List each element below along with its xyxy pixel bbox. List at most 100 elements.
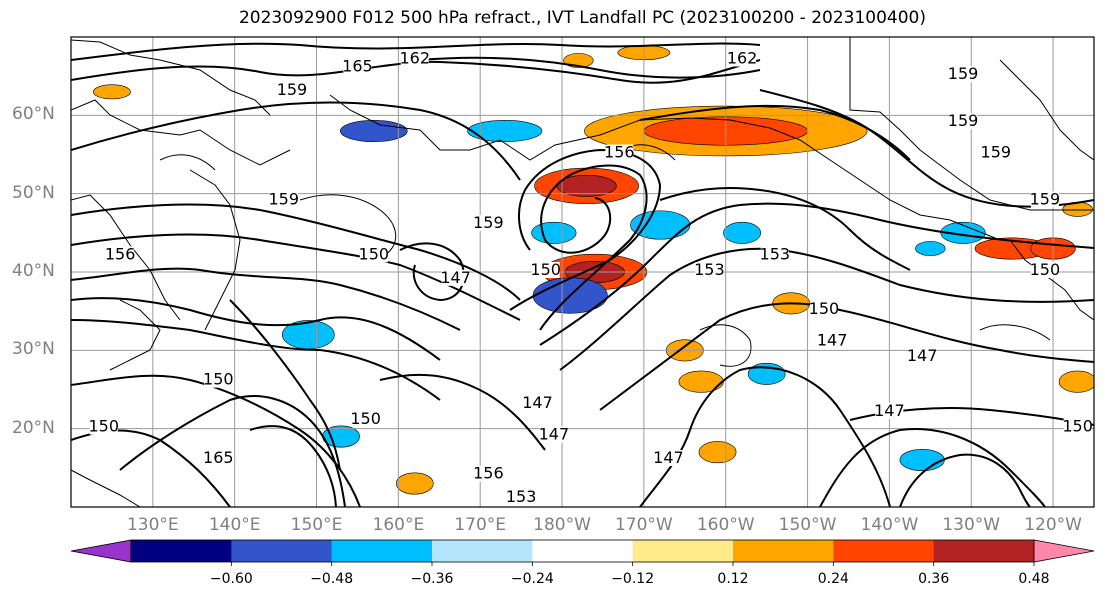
contour-value-label: 165 <box>342 56 373 75</box>
contour-line <box>229 299 341 471</box>
contour-value-label: 150 <box>350 409 381 428</box>
contour-label-background <box>204 450 233 466</box>
contour-label-background <box>1063 418 1092 435</box>
contour-line <box>899 453 1031 507</box>
colorbar-tick-label: −0.60 <box>209 571 253 587</box>
longitude-label: 170°E <box>454 515 507 535</box>
contour-label-background <box>981 144 1010 161</box>
colorbar-segment <box>131 540 232 562</box>
contour-label-background <box>204 371 233 388</box>
contour-label-background <box>531 262 560 278</box>
contour-label-background <box>809 301 838 318</box>
longitude-label: 170°W <box>614 515 673 535</box>
contour-line-thin <box>699 324 752 367</box>
latitude-label: 60°N <box>12 104 55 125</box>
contour-value-label: 159 <box>277 80 308 99</box>
longitude-label: 140°E <box>208 515 261 535</box>
contour-label-background <box>695 262 724 278</box>
longitude-label: 160°W <box>696 515 755 535</box>
contour-value-label: 156 <box>105 244 136 263</box>
contour-value-label: 147 <box>440 268 471 287</box>
contour-label-background <box>818 332 847 349</box>
longitude-label: 120°W <box>1024 515 1082 535</box>
anomaly-patch <box>340 120 408 142</box>
contour-label-background <box>654 450 683 466</box>
contour-value-label: 147 <box>817 331 848 350</box>
contour-value-label: 150 <box>359 244 390 263</box>
map-title: 2023092900 F012 500 hPa refract., IVT La… <box>238 8 926 28</box>
latitude-label: 50°N <box>12 182 55 203</box>
contour-value-label: 147 <box>653 448 684 467</box>
colorbar-tick-label: −0.12 <box>611 571 655 587</box>
contour-value-label: 150 <box>530 260 561 279</box>
anomaly-patch <box>678 370 724 393</box>
contour-line-thin <box>159 154 216 171</box>
contour-value-label: 147 <box>874 401 905 420</box>
contour-value-label: 162 <box>727 49 758 68</box>
contour-line <box>119 395 346 507</box>
contour-value-label: 162 <box>399 49 430 68</box>
contour-value-label: 150 <box>88 417 119 436</box>
colorbar-tick-label: −0.24 <box>510 571 554 587</box>
contour-label-background <box>441 269 470 286</box>
map-frame <box>70 36 1095 508</box>
contour-line <box>71 203 521 301</box>
contour-label-background <box>106 246 135 263</box>
contour-value-label: 147 <box>522 393 553 412</box>
longitude-label: 150°E <box>290 515 343 535</box>
contour-value-label: 147 <box>907 346 938 365</box>
contour-label-background <box>351 410 380 427</box>
contour-value-label: 159 <box>1030 190 1061 209</box>
anomaly-patch <box>899 449 945 471</box>
colorbar-segment <box>331 540 433 562</box>
longitude-label: 160°E <box>372 515 425 535</box>
longitude-label: 150°W <box>778 515 837 535</box>
contour-value-label: 150 <box>809 299 840 318</box>
contour-line <box>71 297 441 361</box>
contour-label-background <box>474 465 503 482</box>
contour-line <box>71 42 761 61</box>
colorbar-segment <box>933 540 1035 562</box>
contour-value-label: 156 <box>604 143 635 162</box>
longitude-label: 180°W <box>533 515 591 535</box>
contour-line <box>71 59 761 84</box>
contour-line <box>379 373 546 451</box>
colorbar-extend-low <box>70 539 132 563</box>
anomaly-patch <box>93 84 131 100</box>
anomaly-patch <box>940 221 986 244</box>
contour-label-background <box>875 403 904 419</box>
contour-line <box>759 89 1094 208</box>
contour-label-background <box>507 489 536 506</box>
contour-line <box>71 233 521 321</box>
contour-label-background <box>343 58 372 75</box>
contour-line <box>819 428 1046 507</box>
contour-label-background <box>539 426 568 443</box>
colorbar-segment <box>733 540 834 562</box>
contour-label-background <box>277 81 306 98</box>
contour-value-label: 159 <box>269 190 300 209</box>
colorbar-tick-label: −0.48 <box>310 571 354 587</box>
contour-label-background <box>359 246 388 263</box>
contour-value-label: 156 <box>473 464 504 483</box>
contour-value-label: 150 <box>1062 417 1093 436</box>
anomaly-patch <box>747 362 786 385</box>
contour-value-label: 153 <box>694 260 725 279</box>
contour-label-background <box>760 246 789 263</box>
contour-label-background <box>949 113 978 130</box>
contour-label-background <box>728 50 757 67</box>
colorbar <box>70 539 1095 566</box>
colorbar-tick-label: 0.36 <box>918 571 950 587</box>
contour-label-background <box>1030 191 1059 208</box>
longitude-label: 140°W <box>860 515 919 535</box>
latitude-label: 40°N <box>12 261 55 281</box>
contour-value-label: 153 <box>760 244 791 263</box>
contour-label-background <box>400 50 429 67</box>
contour-line <box>71 319 441 401</box>
colorbar-segment <box>432 540 533 562</box>
contour-value-label: 150 <box>1030 260 1061 279</box>
contour-value-label: 159 <box>948 111 979 130</box>
longitude-label: 130°W <box>942 515 1001 535</box>
contour-value-label: 153 <box>506 487 537 506</box>
